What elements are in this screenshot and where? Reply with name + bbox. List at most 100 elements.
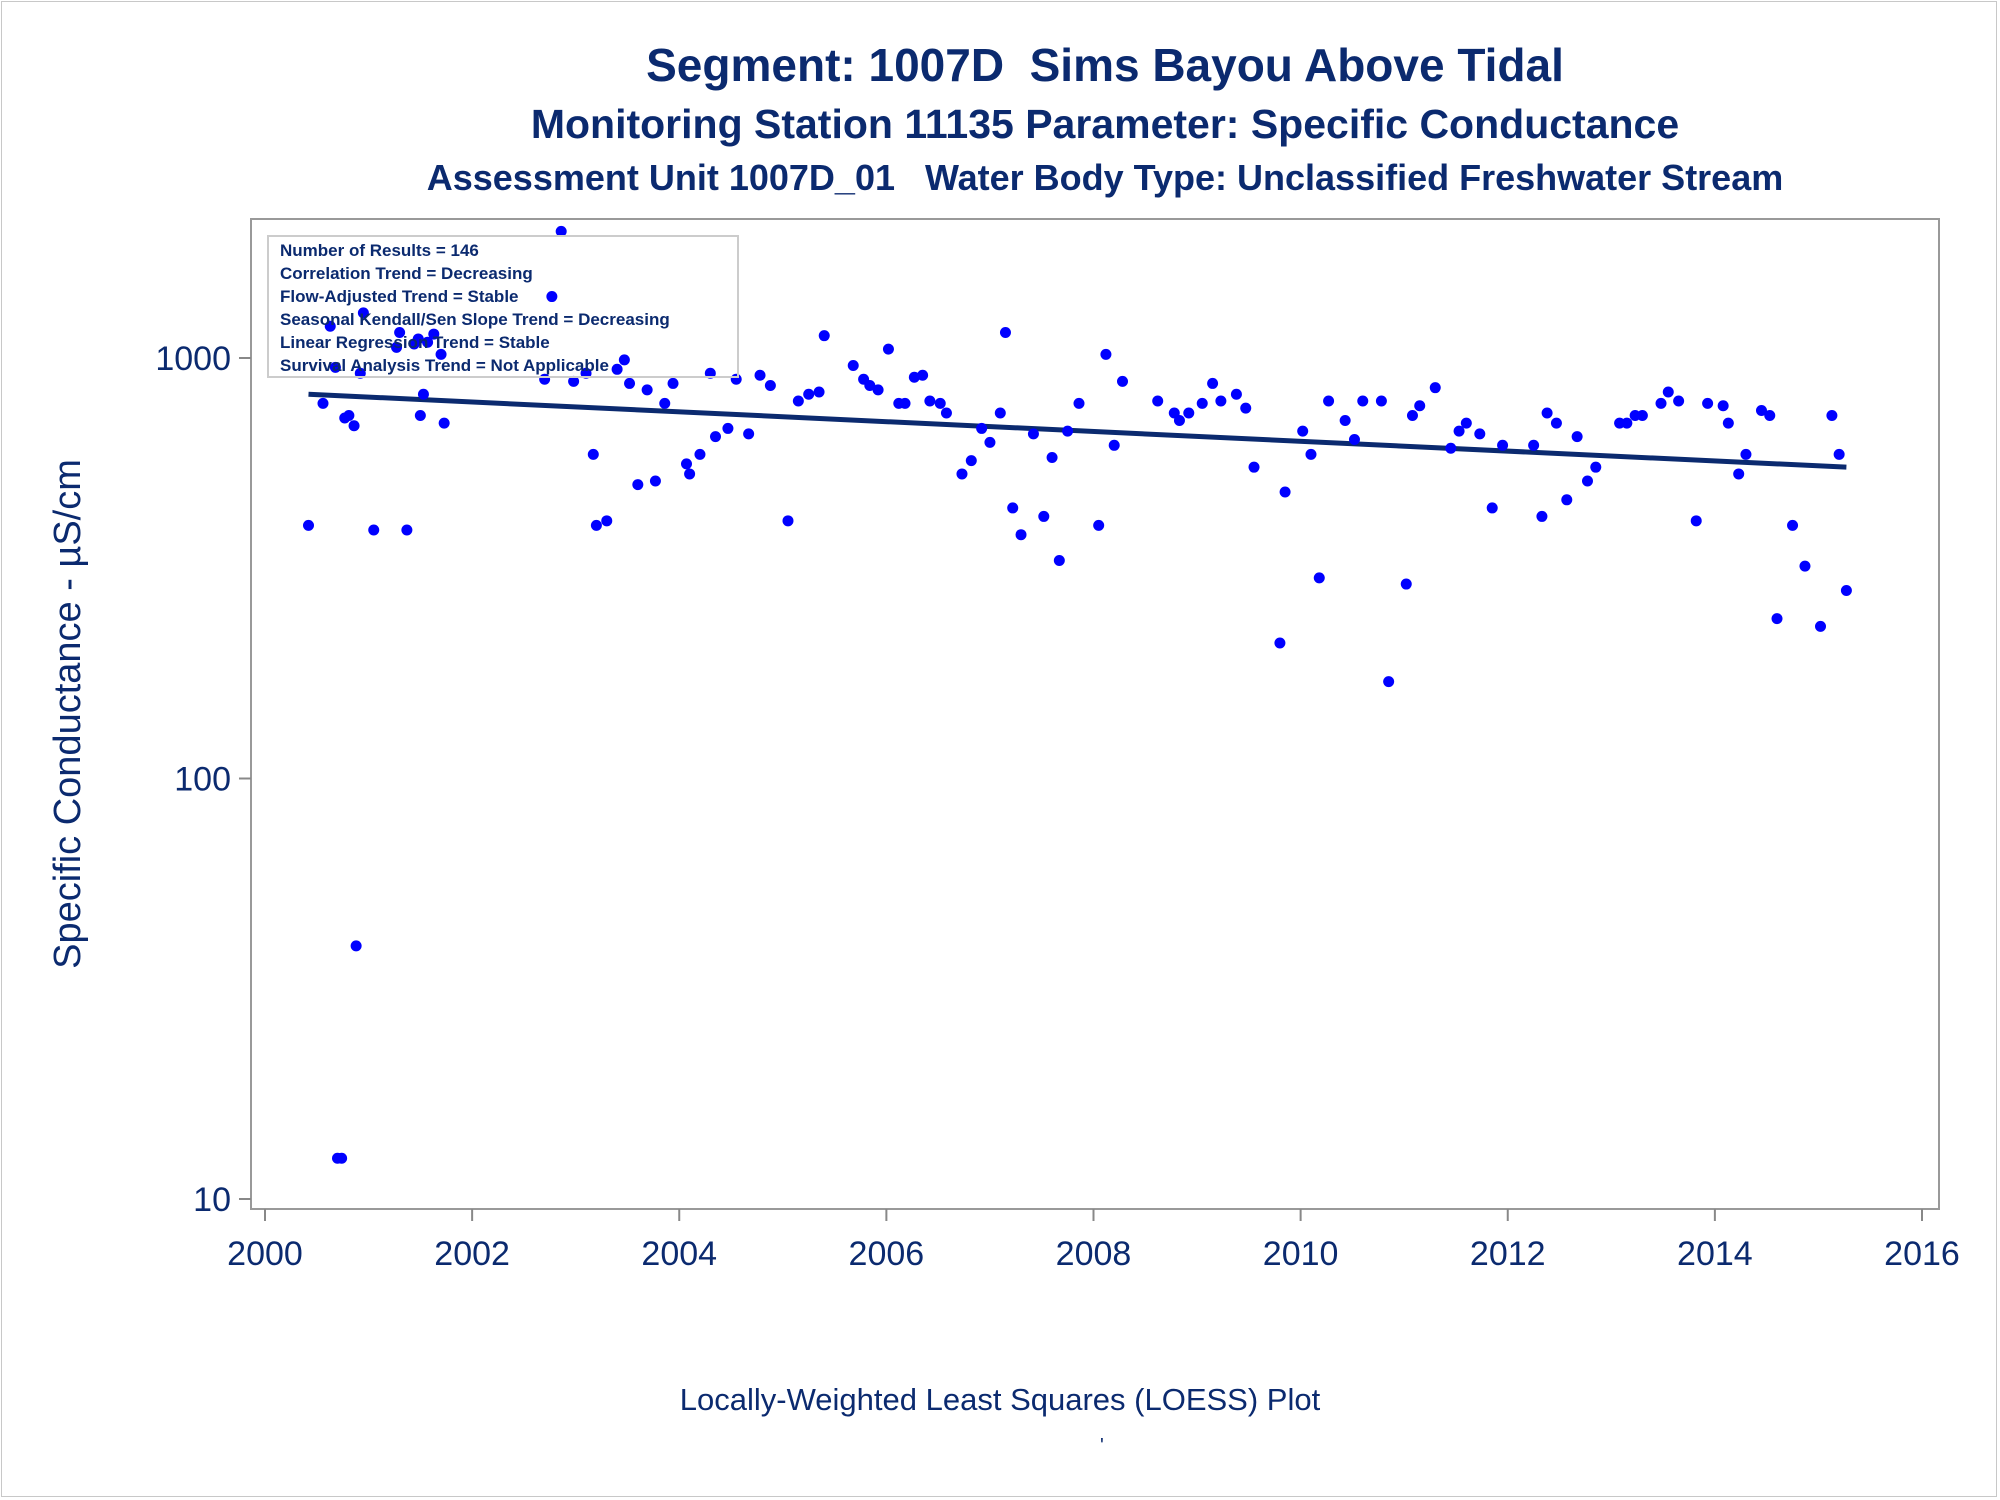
data-point bbox=[324, 320, 336, 332]
data-point bbox=[792, 395, 804, 407]
data-point bbox=[587, 448, 599, 460]
data-point bbox=[1073, 397, 1085, 409]
data-point bbox=[1826, 409, 1838, 421]
data-point bbox=[1196, 397, 1208, 409]
data-point bbox=[568, 375, 580, 387]
data-point bbox=[1207, 377, 1219, 389]
data-point bbox=[1722, 417, 1734, 429]
y-tick-label: 1000 bbox=[155, 340, 231, 378]
data-point bbox=[1007, 502, 1019, 514]
data-point bbox=[1027, 428, 1039, 440]
data-point bbox=[1053, 554, 1065, 566]
data-point bbox=[1636, 409, 1648, 421]
data-point bbox=[1571, 431, 1583, 443]
data-point bbox=[908, 371, 920, 383]
data-point bbox=[1764, 409, 1776, 421]
data-point bbox=[847, 359, 859, 371]
x-tick-label: 2010 bbox=[1263, 1235, 1339, 1273]
data-point bbox=[368, 524, 380, 536]
data-point bbox=[317, 397, 329, 409]
x-tick-label: 2012 bbox=[1470, 1235, 1546, 1273]
data-point bbox=[350, 940, 362, 952]
data-point bbox=[1240, 402, 1252, 414]
data-point bbox=[899, 397, 911, 409]
data-point bbox=[1297, 425, 1309, 437]
data-point bbox=[428, 328, 440, 340]
data-point bbox=[1357, 395, 1369, 407]
data-point bbox=[641, 384, 653, 396]
data-point bbox=[1550, 417, 1562, 429]
data-point bbox=[1400, 578, 1412, 590]
data-point bbox=[818, 330, 830, 342]
data-point bbox=[1183, 407, 1195, 419]
data-point bbox=[743, 428, 755, 440]
data-point bbox=[956, 468, 968, 480]
data-point bbox=[1339, 415, 1351, 427]
data-point bbox=[354, 367, 366, 379]
data-point bbox=[412, 333, 424, 345]
data-point bbox=[764, 380, 776, 392]
data-point bbox=[1561, 494, 1573, 506]
footnote-mark: ' bbox=[1100, 1435, 1104, 1457]
data-point bbox=[618, 354, 630, 366]
data-point bbox=[302, 519, 314, 531]
data-point bbox=[924, 395, 936, 407]
data-point bbox=[357, 307, 369, 319]
data-point bbox=[659, 397, 671, 409]
data-point bbox=[1460, 417, 1472, 429]
trend-layer bbox=[308, 391, 1847, 470]
chart-subtitle-station: Monitoring Station 11135 Parameter: Spec… bbox=[530, 101, 1680, 147]
data-point bbox=[1414, 400, 1426, 412]
data-point bbox=[1528, 439, 1540, 451]
legend-line: Flow-Adjusted Trend = Stable bbox=[280, 287, 519, 306]
data-point bbox=[422, 336, 434, 348]
data-point bbox=[348, 420, 360, 432]
data-point bbox=[1840, 584, 1852, 596]
data-point bbox=[435, 348, 447, 360]
data-point bbox=[1771, 613, 1783, 625]
data-point bbox=[329, 361, 341, 373]
y-tick-label: 10 bbox=[193, 1181, 231, 1219]
data-point bbox=[1662, 386, 1674, 398]
trend-line bbox=[308, 391, 1847, 470]
data-point bbox=[1690, 515, 1702, 527]
data-point bbox=[1833, 448, 1845, 460]
data-point bbox=[438, 417, 450, 429]
data-point bbox=[1590, 461, 1602, 473]
data-point bbox=[611, 363, 623, 375]
x-tick-label: 2000 bbox=[227, 1235, 303, 1273]
data-point bbox=[813, 386, 825, 398]
data-point bbox=[1655, 397, 1667, 409]
data-point bbox=[680, 458, 692, 470]
data-point bbox=[601, 515, 613, 527]
data-point bbox=[994, 407, 1006, 419]
data-point bbox=[1348, 434, 1360, 446]
data-point bbox=[1313, 572, 1325, 584]
x-tick-label: 2006 bbox=[849, 1235, 925, 1273]
legend-line: Survival Analysis Trend = Not Applicable bbox=[280, 356, 609, 375]
y-axis: 10 100 1000 bbox=[155, 340, 251, 1219]
data-point bbox=[1279, 486, 1291, 498]
data-point bbox=[401, 524, 413, 536]
data-point bbox=[1323, 395, 1335, 407]
data-point bbox=[754, 369, 766, 381]
data-point bbox=[684, 468, 696, 480]
data-point bbox=[1215, 395, 1227, 407]
legend-line: Linear Regression Trend = Stable bbox=[280, 333, 550, 352]
legend: Number of Results = 146 Correlation Trend… bbox=[267, 235, 739, 378]
data-point bbox=[667, 377, 679, 389]
legend-line: Correlation Trend = Decreasing bbox=[280, 264, 533, 283]
data-point bbox=[590, 519, 602, 531]
data-point bbox=[414, 409, 426, 421]
data-point bbox=[1815, 620, 1827, 632]
data-point bbox=[1305, 448, 1317, 460]
x-axis: 2000 2002 2004 2006 2008 2010 2012 2014 2016 bbox=[227, 1209, 1960, 1273]
plot-method-label: Locally-Weighted Least Squares (LOESS) P… bbox=[679, 1382, 1321, 1417]
data-point bbox=[1108, 439, 1120, 451]
data-point bbox=[722, 422, 734, 434]
data-point bbox=[984, 436, 996, 448]
data-point bbox=[1474, 428, 1486, 440]
data-point bbox=[999, 326, 1011, 338]
